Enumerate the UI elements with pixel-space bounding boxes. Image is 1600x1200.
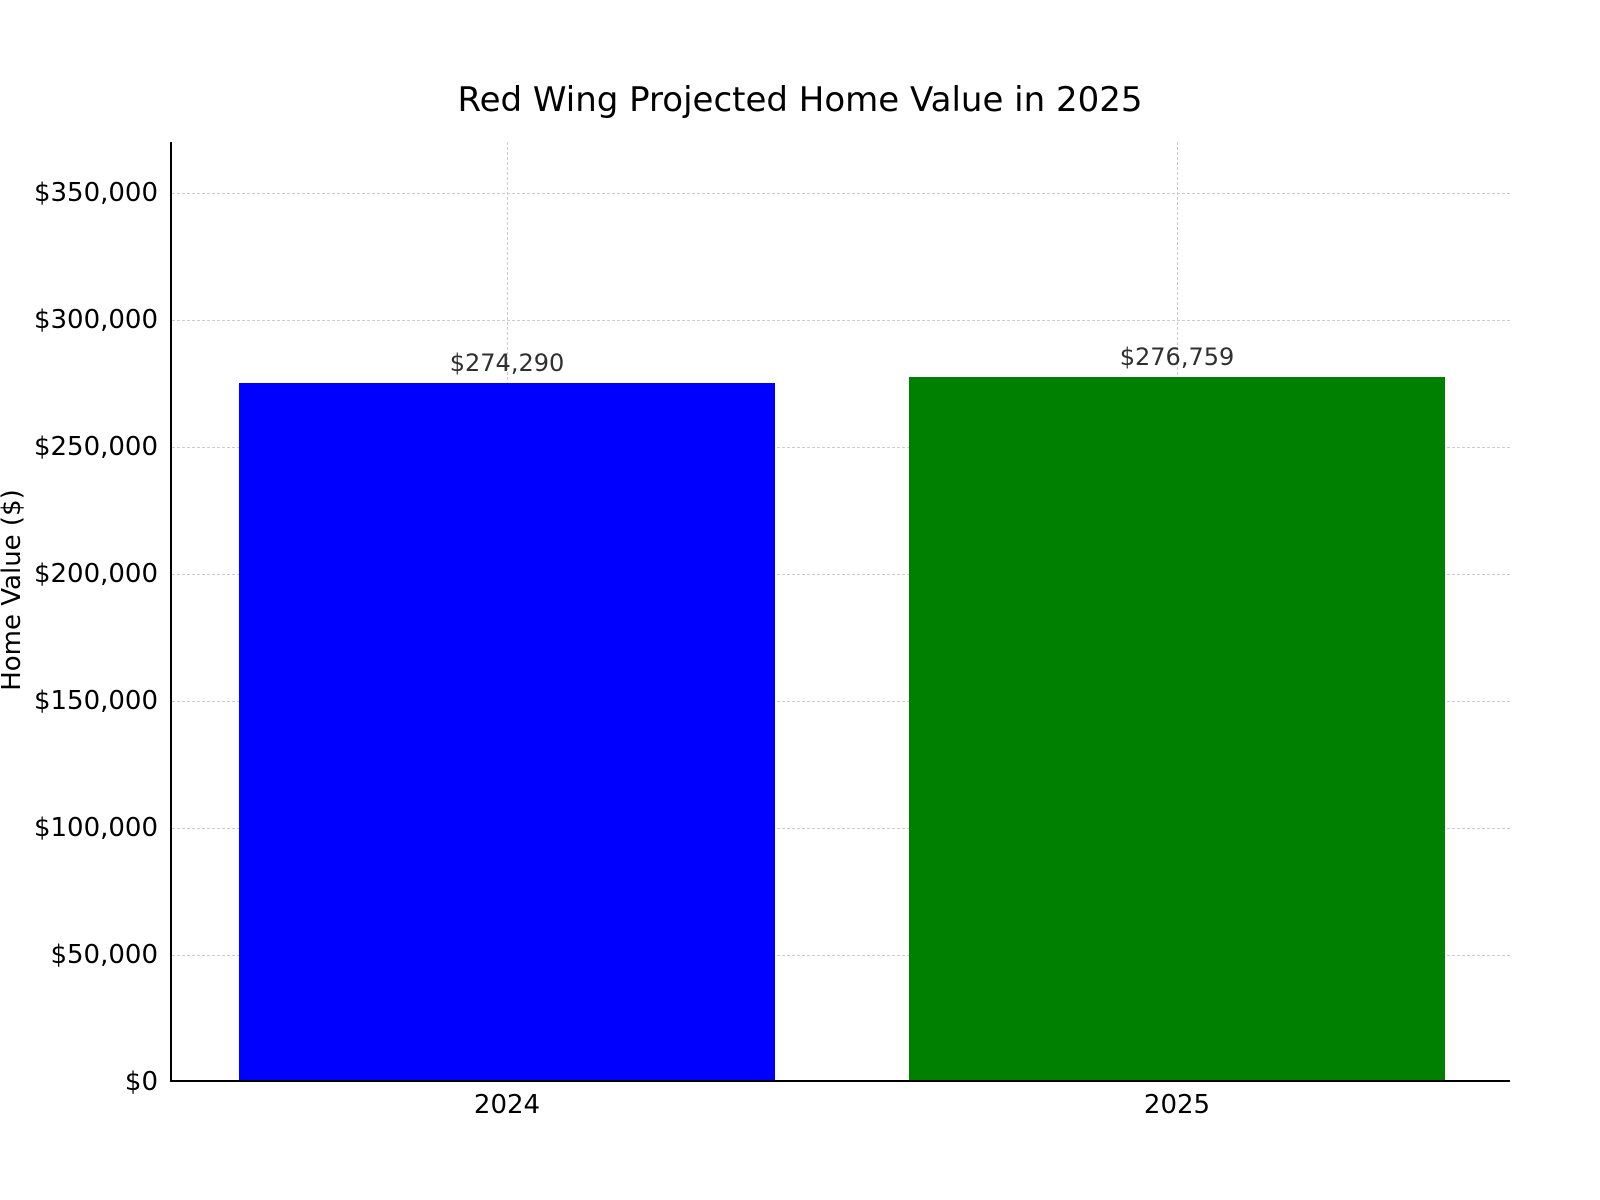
y-tick-label: $150,000 xyxy=(34,686,172,716)
x-tick-label: 2024 xyxy=(474,1080,540,1120)
bar-value-label: $276,759 xyxy=(1120,343,1235,371)
y-tick-label: $300,000 xyxy=(34,305,172,335)
gridline-horizontal xyxy=(172,193,1510,194)
y-tick-label: $50,000 xyxy=(50,940,172,970)
bar-2024 xyxy=(239,383,775,1080)
y-tick-label: $200,000 xyxy=(34,559,172,589)
plot-area: $0$50,000$100,000$150,000$200,000$250,00… xyxy=(170,142,1510,1082)
y-tick-label: $0 xyxy=(125,1067,172,1097)
y-tick-label: $250,000 xyxy=(34,432,172,462)
y-tick-label: $350,000 xyxy=(34,178,172,208)
y-axis-label: Home Value ($) xyxy=(0,489,27,691)
y-tick-label: $100,000 xyxy=(34,813,172,843)
chart-container: Red Wing Projected Home Value in 2025 Ho… xyxy=(0,0,1600,1200)
chart-title: Red Wing Projected Home Value in 2025 xyxy=(0,80,1600,120)
x-tick-label: 2025 xyxy=(1144,1080,1210,1120)
bar-2025 xyxy=(909,377,1445,1080)
bar-value-label: $274,290 xyxy=(450,349,565,377)
gridline-horizontal xyxy=(172,320,1510,321)
